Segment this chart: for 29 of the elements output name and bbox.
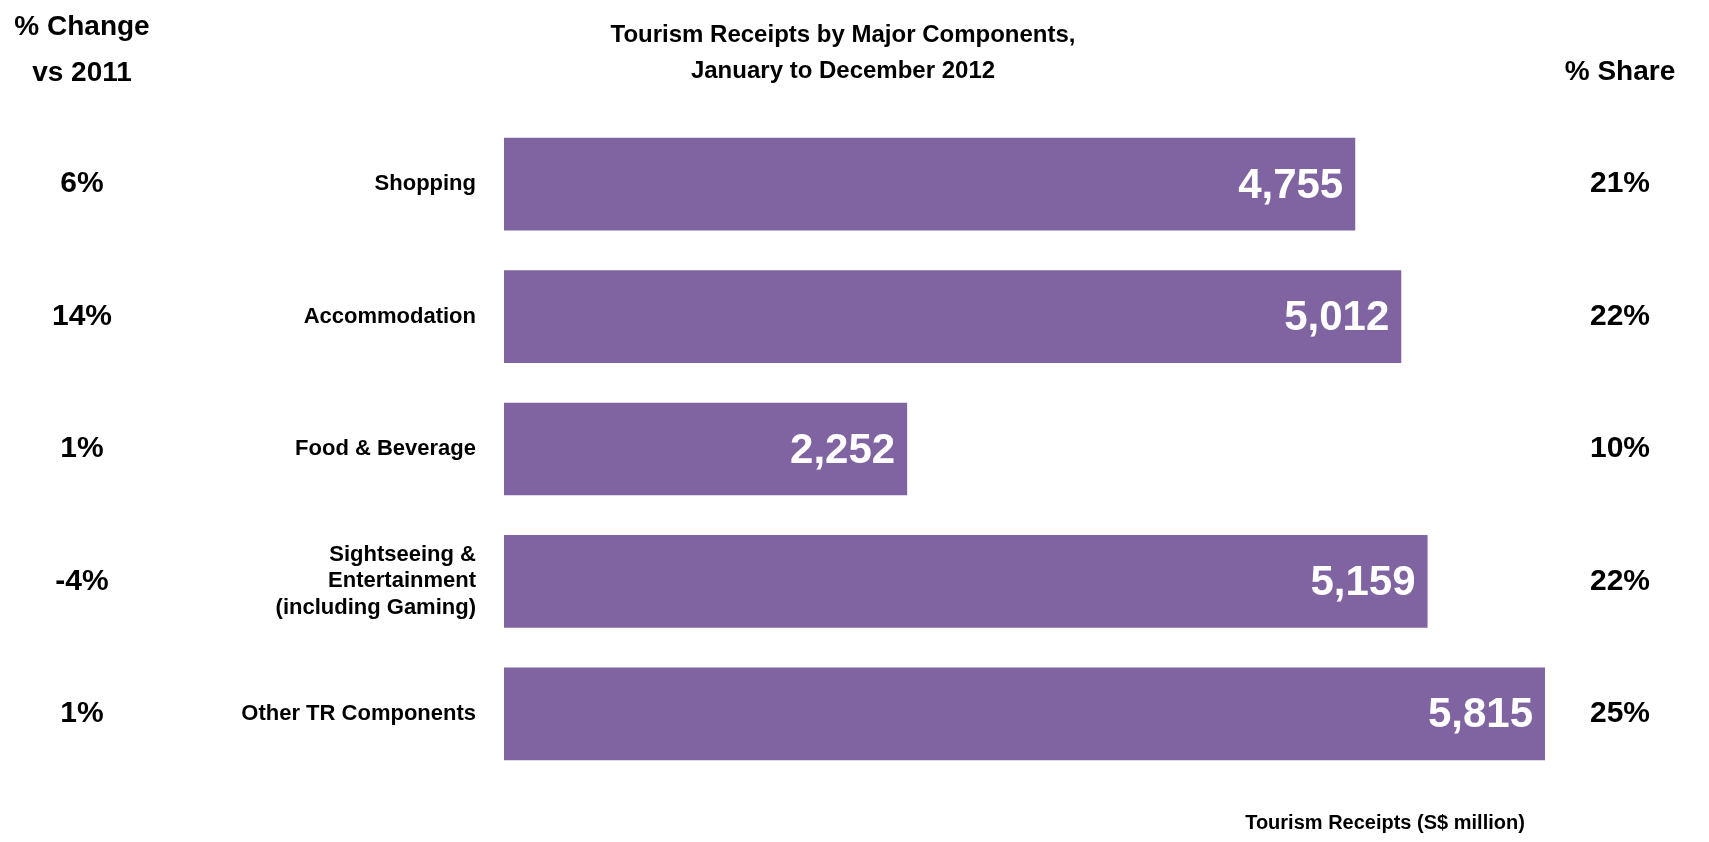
bar xyxy=(504,667,1545,761)
text: 22% xyxy=(1589,562,1651,596)
bar xyxy=(504,402,908,496)
data-label: 5,012 xyxy=(1284,292,1390,340)
text: 6% xyxy=(60,165,104,199)
y-tick-label: Food & Beverage xyxy=(295,435,476,461)
chart-title: Tourism Receipts by Major Components, January to December 2012 xyxy=(610,19,1076,83)
text: -4% xyxy=(55,562,109,596)
text: 22% xyxy=(1589,297,1651,331)
bar xyxy=(504,270,1402,363)
x-axis-title: Tourism Receipts (S$ million) xyxy=(1245,810,1525,833)
y-tick-label: Shopping xyxy=(374,170,476,196)
text: 14% xyxy=(51,297,113,331)
text: % Share xyxy=(1564,54,1676,86)
y-tick-label: Sightseeing & Entertainment (including Gaming) xyxy=(275,541,477,619)
text: 21% xyxy=(1589,165,1651,199)
text: 1% xyxy=(60,695,104,729)
text: 25% xyxy=(1589,695,1651,729)
bar xyxy=(504,535,1428,628)
data-label: 5,159 xyxy=(1310,556,1416,604)
text: % Change vs 2011 xyxy=(14,9,150,87)
data-label: 5,815 xyxy=(1427,689,1533,737)
text: 1% xyxy=(60,430,104,464)
y-tick-label: Other TR Components xyxy=(241,699,476,725)
y-tick-label: Accommodation xyxy=(303,302,476,328)
bar xyxy=(504,137,1356,231)
text: 10% xyxy=(1589,430,1651,464)
data-label: 4,755 xyxy=(1238,159,1344,207)
data-label: 2,252 xyxy=(790,424,896,472)
